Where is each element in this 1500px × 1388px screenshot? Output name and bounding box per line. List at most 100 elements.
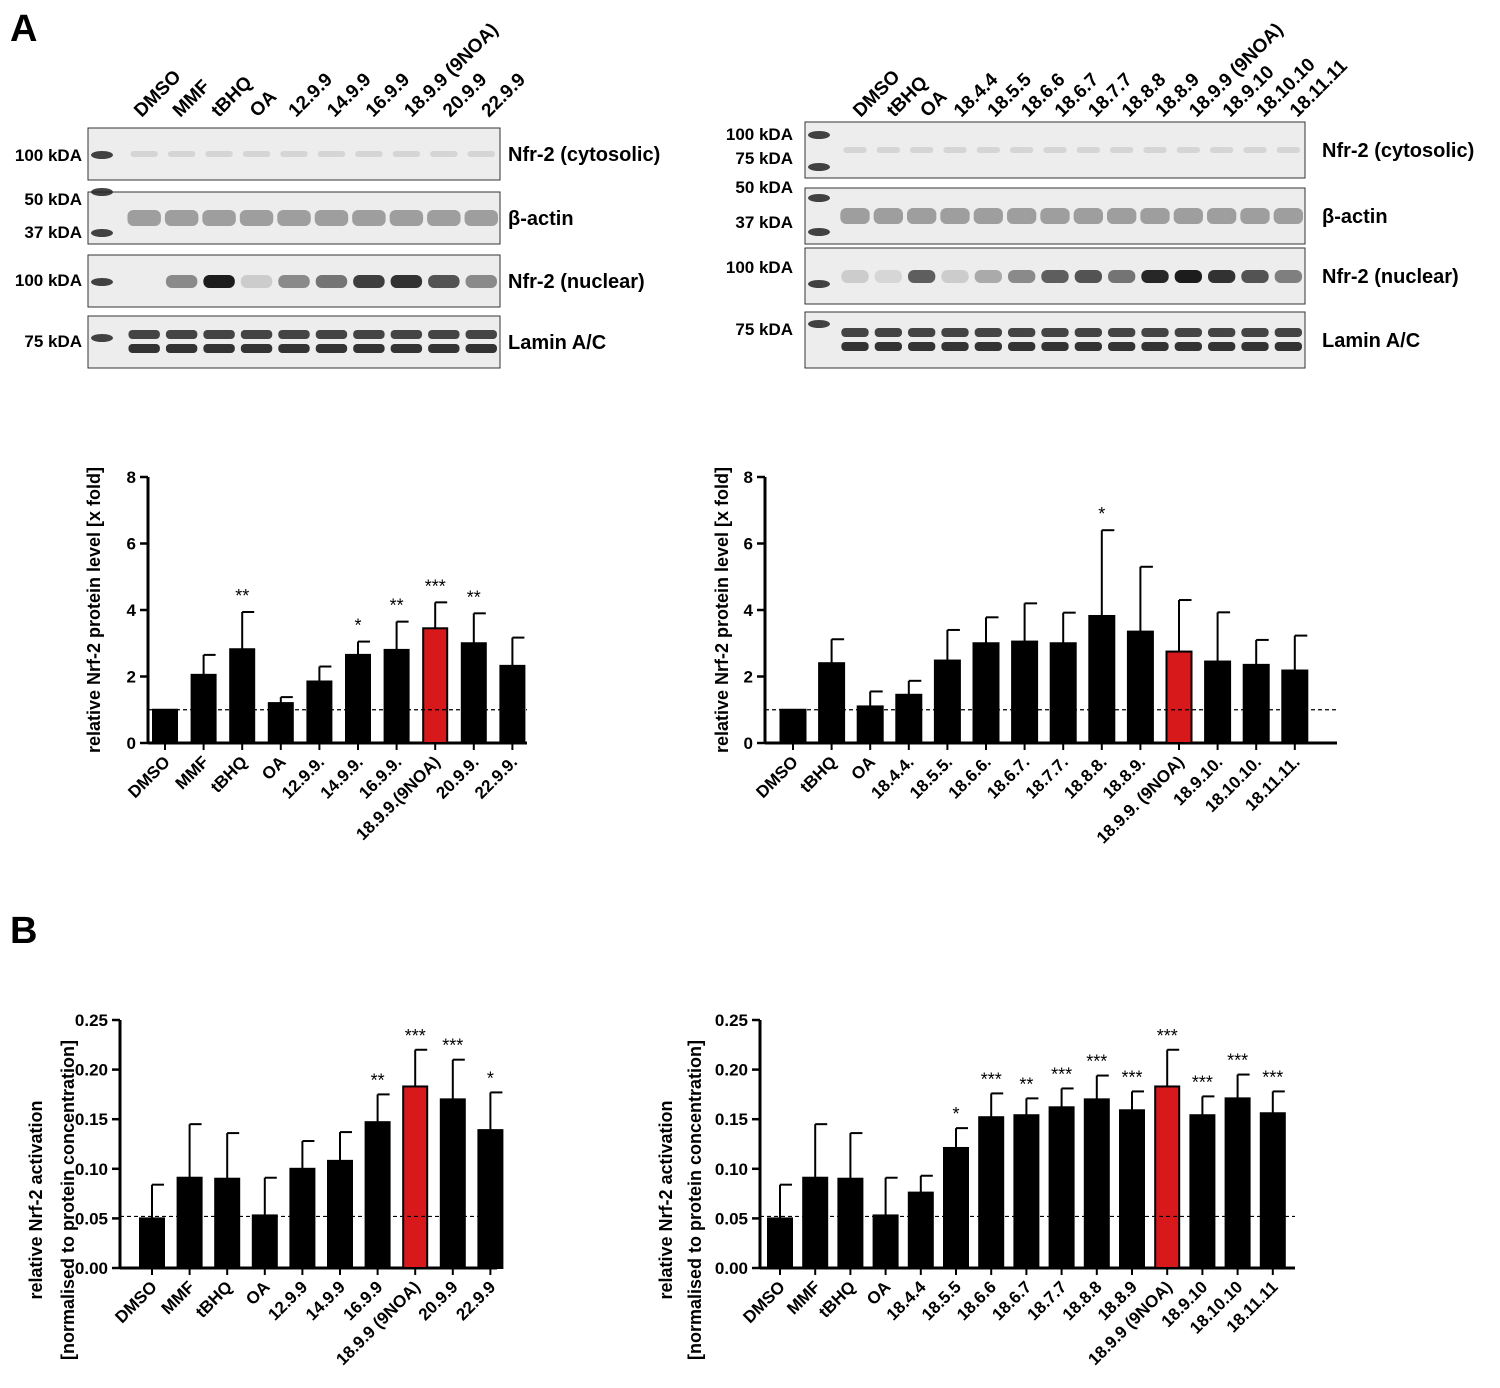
bar (767, 1217, 793, 1270)
significance-marker: * (354, 616, 361, 636)
y-tick-label: 0.20 (715, 1061, 748, 1080)
bar-highlight (422, 627, 449, 744)
ladder-band (808, 194, 830, 202)
protein-band (1241, 342, 1269, 351)
bar (251, 1214, 278, 1269)
bar-highlight (402, 1085, 429, 1269)
x-tick-label: 14.9.9. (317, 752, 367, 802)
y-tick-label: 6 (127, 535, 136, 554)
protein-band (1241, 328, 1269, 337)
protein-band (165, 330, 198, 339)
protein-band (973, 208, 1003, 224)
y-tick-label: 0.00 (715, 1259, 748, 1278)
blot-row-label: Nfr-2 (nuclear) (1322, 266, 1459, 288)
protein-band (240, 275, 273, 288)
bar (972, 642, 1000, 744)
protein-band (240, 330, 273, 339)
protein-band (1008, 270, 1036, 283)
y-axis-label: relative Nrf-2 activation (26, 1100, 46, 1299)
protein-band (277, 210, 311, 226)
protein-band (908, 270, 936, 283)
x-tick-label: MMF (158, 1277, 199, 1318)
ladder-band (808, 320, 830, 328)
significance-marker: *** (405, 1026, 426, 1046)
protein-band (427, 210, 461, 226)
x-tick-label: 18.8.8 (1059, 1277, 1106, 1324)
x-tick-label: 20.9.9. (432, 752, 482, 802)
x-tick-label: 18.6.7 (988, 1277, 1035, 1324)
protein-band (1274, 270, 1302, 283)
protein-band (165, 344, 198, 353)
protein-band (165, 275, 198, 288)
protein-band (1041, 270, 1069, 283)
x-tick-label: MMF (172, 752, 213, 793)
protein-band (428, 344, 460, 353)
protein-band (1007, 208, 1037, 224)
protein-band (128, 330, 160, 339)
protein-band (130, 151, 158, 157)
protein-band (278, 344, 310, 353)
x-tick-label: 18.5.5 (918, 1277, 965, 1324)
significance-marker: *** (1051, 1064, 1072, 1084)
bar (1126, 630, 1154, 744)
chart-b-right: 0.00 0.05 0.10 0.15 0.20 0.25 relative Nrf-2 a… (656, 1011, 1295, 1369)
protein-band (908, 342, 936, 351)
protein-band (203, 275, 235, 288)
significance-marker: *** (442, 1036, 463, 1056)
blot-lane-label: tBHQ (207, 72, 256, 121)
y-tick-label: 2 (127, 668, 136, 687)
bar (1088, 614, 1116, 744)
bar (152, 708, 178, 744)
blot-row-label: Nfr-2 (cytosolic) (1322, 140, 1474, 162)
protein-band (1174, 328, 1202, 337)
protein-band (1108, 342, 1136, 351)
protein-band (390, 275, 423, 288)
significance-marker: ** (235, 586, 249, 606)
y-axis-label-secondary: [normalised to protein concentration] (58, 1040, 78, 1360)
protein-band (1207, 208, 1237, 224)
blot-row-label: Nfr-2 (cytosolic) (508, 144, 660, 166)
ladder-band (91, 334, 113, 342)
y-tick-label: 8 (127, 468, 136, 487)
protein-band (428, 330, 460, 339)
bar (872, 1214, 899, 1269)
protein-band (941, 342, 969, 351)
x-tick-label: 20.9.9 (415, 1277, 462, 1324)
bar (856, 705, 884, 744)
protein-band (353, 344, 385, 353)
protein-band (910, 147, 934, 153)
bar (895, 693, 923, 744)
protein-band (1243, 147, 1267, 153)
significance-marker: * (952, 1104, 959, 1124)
significance-marker: *** (425, 576, 446, 596)
bar (1259, 1112, 1286, 1270)
significance-marker: ** (467, 587, 481, 607)
bar (439, 1098, 466, 1269)
kda-marker-label: 37 kDA (24, 223, 82, 242)
y-tick-label: 0.25 (75, 1011, 108, 1030)
y-tick-label: 0.15 (75, 1110, 108, 1129)
kda-marker-label: 75 kDA (735, 320, 793, 339)
protein-band (908, 328, 936, 337)
y-tick-label: 8 (744, 468, 753, 487)
protein-band (874, 342, 902, 351)
x-tick-label: 18.4.4 (883, 1277, 930, 1324)
protein-band (280, 151, 308, 157)
bar (1083, 1098, 1110, 1269)
protein-band (1141, 270, 1169, 283)
protein-band (843, 147, 867, 153)
x-tick-label: tBHQ (192, 1277, 236, 1321)
y-tick-label: 0.05 (75, 1209, 108, 1228)
significance-marker: *** (1262, 1067, 1283, 1087)
protein-band (1141, 328, 1169, 337)
x-tick-label: 18.5.5. (906, 752, 956, 802)
protein-band (352, 210, 386, 226)
protein-band (430, 151, 458, 157)
bar (306, 680, 333, 744)
protein-band (203, 344, 235, 353)
bar (229, 648, 256, 744)
protein-band (941, 270, 969, 283)
protein-band (127, 210, 161, 226)
x-tick-label: 22.9.9. (471, 752, 521, 802)
